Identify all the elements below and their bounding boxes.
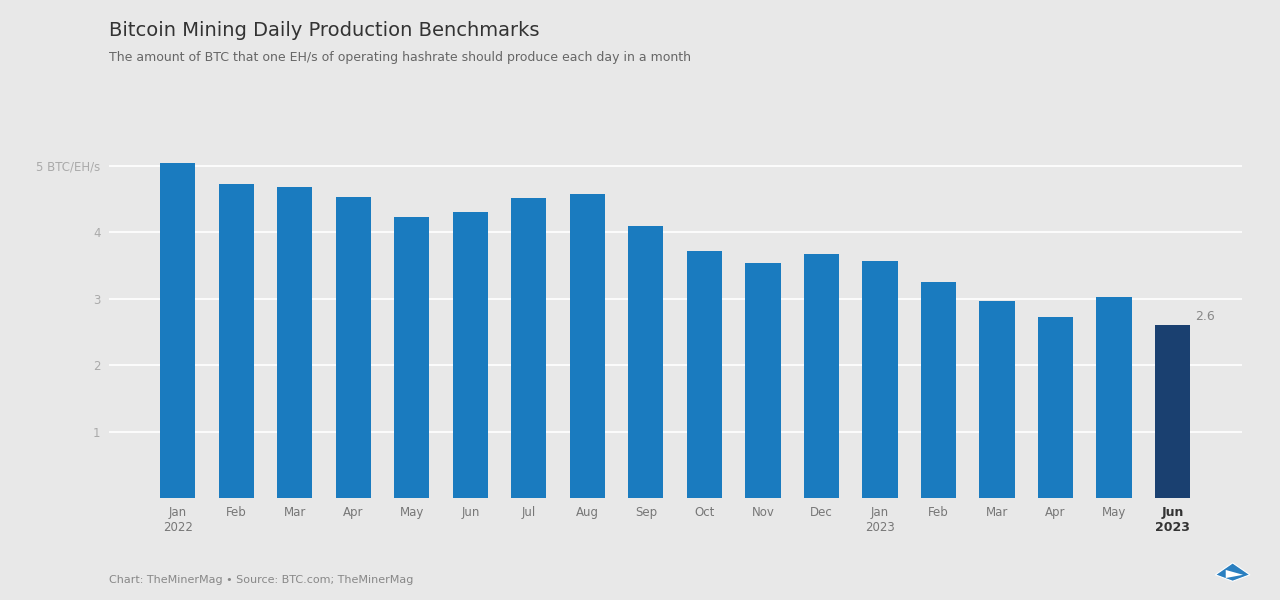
Bar	[804, 254, 838, 498]
Bar	[219, 184, 253, 498]
Bar	[335, 197, 371, 498]
Bar	[453, 212, 488, 498]
Bar	[512, 198, 547, 498]
Text: Bitcoin Mining Daily Production Benchmarks: Bitcoin Mining Daily Production Benchmar…	[109, 21, 539, 40]
Bar	[628, 226, 663, 498]
Bar	[863, 261, 897, 498]
Bar	[278, 187, 312, 498]
Bar	[1155, 325, 1190, 498]
Bar	[570, 194, 605, 498]
Bar	[394, 217, 430, 498]
Bar	[745, 263, 781, 498]
Bar	[979, 301, 1015, 498]
Text: 2.6: 2.6	[1194, 310, 1215, 323]
Bar	[160, 163, 196, 498]
Bar	[1097, 298, 1132, 498]
Text: Chart: TheMinerMag • Source: BTC.com; TheMinerMag: Chart: TheMinerMag • Source: BTC.com; Th…	[109, 575, 413, 585]
Bar	[920, 282, 956, 498]
Text: The amount of BTC that one EH/s of operating hashrate should produce each day in: The amount of BTC that one EH/s of opera…	[109, 51, 691, 64]
Bar	[1038, 317, 1073, 498]
Bar	[687, 251, 722, 498]
